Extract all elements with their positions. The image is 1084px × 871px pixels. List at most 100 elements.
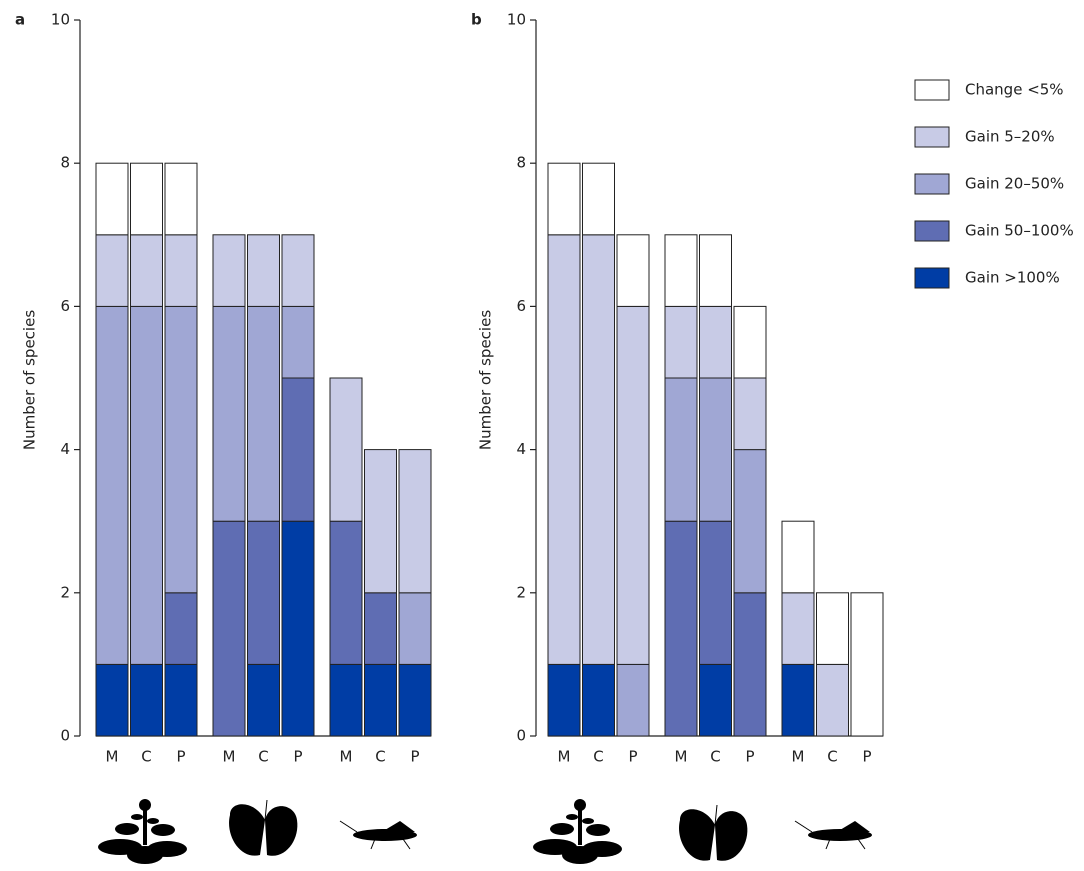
grasshopper-icon (795, 821, 872, 849)
bar-segment (131, 306, 163, 664)
bar-segment (548, 163, 580, 235)
bar-segment (583, 664, 615, 736)
bar-segment (165, 664, 197, 736)
legend-label: Gain 50–100% (965, 222, 1074, 240)
x-tick-label: M (223, 748, 236, 766)
y-axis-label: Number of species (21, 310, 39, 450)
y-axis-label: Number of species (477, 310, 495, 450)
bar-segment (399, 450, 431, 593)
bar-segment (617, 306, 649, 664)
bar-segment (700, 664, 732, 736)
bar-segment (330, 378, 362, 521)
bar-segment (665, 306, 697, 378)
bar-segment (548, 664, 580, 736)
y-tick-label: 10 (51, 11, 70, 29)
x-tick-label: C (375, 748, 385, 766)
y-tick-label: 4 (60, 440, 70, 458)
x-tick-label: M (675, 748, 688, 766)
y-tick-label: 6 (60, 297, 70, 315)
x-tick-label: C (593, 748, 603, 766)
bar-segment (165, 306, 197, 592)
x-tick-label: C (827, 748, 837, 766)
x-tick-label: M (106, 748, 119, 766)
bar-segment (700, 306, 732, 378)
bar-segment (213, 306, 245, 521)
bar-segment (248, 306, 280, 521)
grasshopper-icon (340, 821, 417, 849)
bar-segment (96, 163, 128, 235)
x-tick-label: P (176, 748, 185, 766)
bar-segment (248, 664, 280, 736)
bar-segment (365, 593, 397, 665)
bar-segment (817, 664, 849, 736)
bar-segment (365, 450, 397, 593)
bar-segment (700, 235, 732, 307)
y-tick-label: 0 (60, 727, 70, 745)
bar-segment (282, 235, 314, 307)
figure: a Number of species 0 2 4 6 8 10 M C P M C P M C Pb Numbe… (0, 0, 1084, 871)
y-tick-label: 4 (516, 440, 526, 458)
bar-segment (583, 235, 615, 665)
legend-label: Gain 20–50% (965, 175, 1064, 193)
legend-swatch (915, 268, 949, 288)
legend-swatch (915, 174, 949, 194)
bar-segment (213, 235, 245, 307)
x-tick-label: P (628, 748, 637, 766)
y-tick-label: 2 (60, 583, 70, 601)
bar-segment (282, 306, 314, 378)
bar-segment (782, 593, 814, 665)
y-tick-label: 0 (516, 727, 526, 745)
panel-label: a (15, 11, 25, 29)
plant-icon (533, 799, 622, 864)
bar-segment (330, 521, 362, 664)
icons (98, 799, 872, 864)
bar-segment (96, 235, 128, 307)
bar-segment (213, 521, 245, 736)
bar-segment (365, 664, 397, 736)
bar-segment (734, 593, 766, 736)
bar-segment (734, 378, 766, 450)
y-tick-label: 6 (516, 297, 526, 315)
panel-label: b (471, 11, 482, 29)
legend-label: Change <5% (965, 81, 1064, 99)
bar-segment (131, 163, 163, 235)
bar-segment (248, 235, 280, 307)
bar-segment (665, 521, 697, 736)
x-tick-label: P (293, 748, 302, 766)
bar-segment (734, 450, 766, 593)
bar-segment (165, 163, 197, 235)
bar-segment (817, 593, 849, 665)
plant-icon (98, 799, 187, 864)
bar-segment (700, 521, 732, 664)
x-tick-label: P (410, 748, 419, 766)
bar-segment (282, 521, 314, 736)
bar-segment (617, 235, 649, 307)
y-tick-label: 8 (60, 154, 70, 172)
bar-segment (248, 521, 280, 664)
x-tick-label: C (710, 748, 720, 766)
bar-segment (583, 163, 615, 235)
bar-segment (782, 521, 814, 593)
bar-segment (399, 664, 431, 736)
legend-swatch (915, 221, 949, 241)
x-tick-label: M (340, 748, 353, 766)
y-tick-label: 8 (516, 154, 526, 172)
x-tick-label: M (558, 748, 571, 766)
bar-segment (165, 235, 197, 307)
bar-segment (96, 664, 128, 736)
bar-segment (282, 378, 314, 521)
bar-segment (700, 378, 732, 521)
legend-swatch (915, 127, 949, 147)
legend-swatch (915, 80, 949, 100)
bar-segment (617, 664, 649, 736)
bar-segment (131, 664, 163, 736)
y-tick-label: 10 (507, 11, 526, 29)
x-tick-label: P (862, 748, 871, 766)
x-tick-label: C (258, 748, 268, 766)
x-tick-label: M (792, 748, 805, 766)
bar-segment (851, 593, 883, 736)
x-tick-label: C (141, 748, 151, 766)
bar-segment (665, 235, 697, 307)
bar-segment (782, 664, 814, 736)
y-tick-label: 2 (516, 583, 526, 601)
